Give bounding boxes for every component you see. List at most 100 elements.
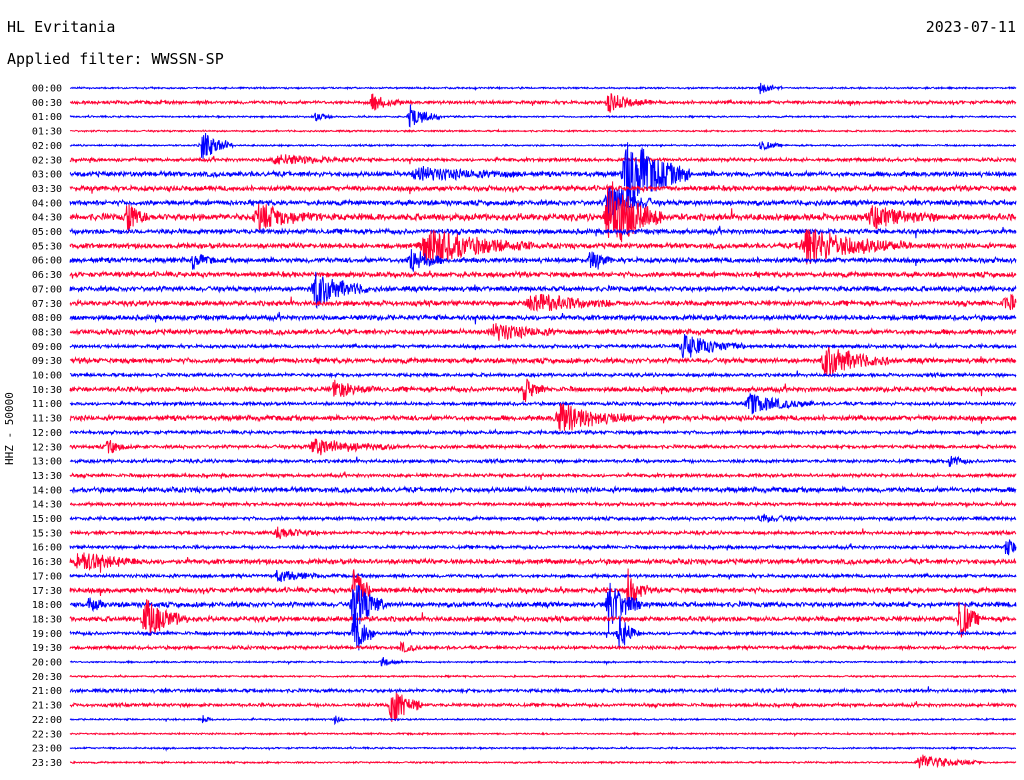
trace-row-1900: [69, 612, 1017, 651]
row-time-label: 20:00: [32, 658, 62, 669]
row-time-label: 19:30: [32, 643, 62, 654]
trace-row-2100: [69, 686, 1017, 695]
trace-row-0500: [69, 225, 1017, 239]
trace-row-1730: [69, 568, 1017, 607]
trace-row-2000: [69, 656, 1017, 667]
trace-row-0400: [69, 187, 1017, 224]
trace-row-0730: [69, 293, 1017, 313]
row-time-label: 11:00: [32, 399, 62, 410]
row-time-label: 14:00: [32, 485, 62, 496]
row-time-label: 17:00: [32, 571, 62, 582]
trace-row-1600: [69, 539, 1017, 556]
trace-row-0230: [69, 154, 1017, 165]
row-time-label: 02:00: [32, 141, 62, 152]
trace-row-1300: [69, 455, 1017, 467]
row-time-label: 08:00: [32, 313, 62, 324]
row-time-label: 15:30: [32, 528, 62, 539]
row-time-label: 16:00: [32, 543, 62, 554]
trace-row-1230: [69, 438, 1017, 456]
trace-row-0430: [69, 181, 1017, 243]
trace-row-2030: [69, 673, 1017, 679]
row-time-label: 14:30: [32, 500, 62, 511]
trace-row-0830: [69, 323, 1017, 341]
trace-row-0200: [69, 132, 1016, 160]
row-time-label: 10:00: [32, 371, 62, 382]
trace-row-1800: [69, 582, 1017, 632]
trace-row-0630: [69, 269, 1017, 280]
row-time-label: 21:00: [32, 686, 62, 697]
row-time-label: 22:30: [32, 729, 62, 740]
trace-row-1430: [69, 499, 1017, 509]
row-time-label: 11:30: [32, 414, 62, 425]
row-time-label: 23:00: [32, 744, 62, 755]
trace-row-1100: [69, 392, 1017, 415]
trace-row-2300: [69, 745, 1017, 752]
row-time-label: 09:00: [32, 342, 62, 353]
row-time-label: 00:30: [32, 98, 62, 109]
row-time-label: 16:30: [32, 557, 62, 568]
row-time-label: 05:30: [32, 241, 62, 252]
row-time-label: 04:30: [32, 213, 62, 224]
trace-row-0800: [69, 311, 1017, 325]
row-time-label: 18:30: [32, 614, 62, 625]
row-time-label: 00:00: [32, 84, 62, 95]
row-time-label: 13:00: [32, 457, 62, 468]
trace-row-1700: [69, 569, 1017, 583]
row-time-label: 23:30: [32, 758, 62, 769]
row-time-label: 01:30: [32, 127, 62, 138]
trace-row-1630: [69, 552, 1017, 573]
trace-row-0530: [69, 229, 1017, 265]
trace-row-0030: [69, 93, 1017, 113]
row-time-label: 07:00: [32, 284, 62, 295]
trace-row-1330: [69, 471, 1017, 480]
row-time-label: 21:30: [32, 701, 62, 712]
trace-row-1400: [69, 485, 1017, 495]
trace-row-0100: [69, 104, 1017, 128]
trace-row-1530: [69, 526, 1017, 540]
row-time-label: 22:00: [32, 715, 62, 726]
row-time-label: 19:00: [32, 629, 62, 640]
row-time-label: 08:30: [32, 327, 62, 338]
trace-row-2130: [69, 692, 1017, 723]
row-time-label: 10:30: [32, 385, 62, 396]
row-time-label: 03:00: [32, 170, 62, 181]
trace-row-0930: [69, 347, 1017, 377]
trace-row-1500: [69, 513, 1017, 524]
trace-row-1930: [69, 640, 1017, 653]
date-label: 2023-07-11: [925, 18, 1016, 36]
row-time-label: 20:30: [32, 672, 62, 683]
filter-label: Applied filter: WWSSN-SP: [7, 50, 224, 68]
row-time-label: 17:30: [32, 586, 62, 597]
row-time-label: 06:30: [32, 270, 62, 281]
station-title: HL Evritania: [7, 18, 116, 36]
row-time-label: 18:00: [32, 600, 62, 611]
trace-row-1000: [69, 370, 1017, 379]
row-time-label: 05:00: [32, 227, 62, 238]
trace-row-0000: [69, 82, 1017, 95]
trace-row-0300: [69, 142, 1017, 212]
row-time-label: 04:00: [32, 198, 62, 209]
row-time-label: 02:30: [32, 155, 62, 166]
trace-row-1830: [69, 599, 1017, 638]
trace-row-0130: [69, 128, 1017, 134]
trace-row-2230: [69, 731, 1017, 738]
row-time-label: 15:00: [32, 514, 62, 525]
row-time-label: 03:30: [32, 184, 62, 195]
trace-row-0700: [69, 271, 1017, 310]
trace-row-0900: [69, 333, 1017, 359]
trace-row-0330: [69, 183, 1017, 195]
row-time-label: 09:30: [32, 356, 62, 367]
trace-row-1200: [69, 428, 1017, 437]
trace-row-1030: [69, 378, 1017, 403]
trace-row-2330: [69, 754, 1017, 769]
row-time-label: 12:30: [32, 442, 62, 453]
trace-row-2200: [69, 715, 1016, 726]
row-time-label: 07:30: [32, 299, 62, 310]
trace-row-1130: [69, 403, 1017, 432]
row-time-label: 12:00: [32, 428, 62, 439]
row-time-label: 01:00: [32, 112, 62, 123]
trace-row-0600: [69, 249, 1017, 272]
row-time-label: 13:30: [32, 471, 62, 482]
row-time-label: 06:00: [32, 256, 62, 267]
